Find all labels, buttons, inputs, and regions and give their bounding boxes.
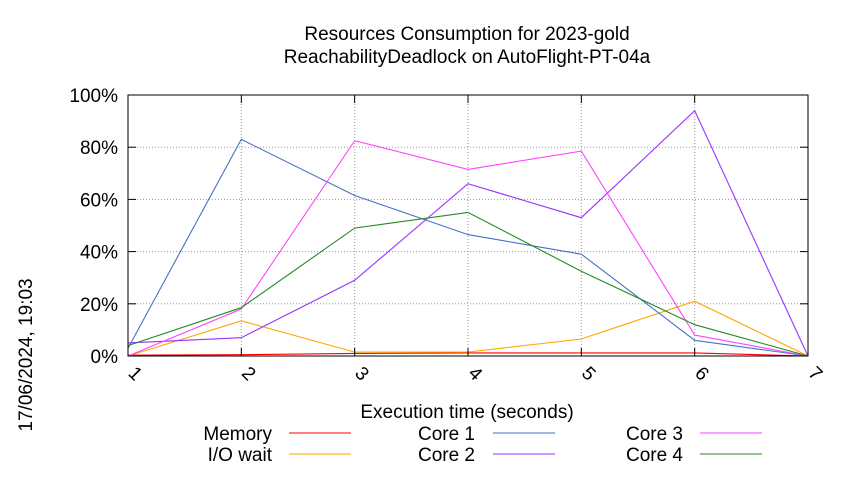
- legend-label: Core 4: [626, 445, 683, 466]
- x-axis-ticks: 1 2 3 4 5 6 7: [124, 95, 826, 386]
- series-line-core-2: [127, 109, 809, 357]
- legend-label: Core 1: [418, 424, 475, 445]
- x-axis-label: Execution time (seconds): [360, 402, 573, 423]
- chart-title-line: Resources Consumption for 2023-gold: [304, 24, 629, 45]
- legend-item-i-o-wait: I/O wait: [208, 445, 351, 466]
- legend-label: Memory: [203, 424, 272, 445]
- x-tick-label: 7: [804, 363, 826, 385]
- timestamp-label: 17/06/2024, 19:03: [16, 278, 37, 431]
- y-tick-label: 0%: [91, 347, 119, 368]
- legend-label: I/O wait: [208, 445, 273, 466]
- legend-label: Core 3: [626, 424, 683, 445]
- y-axis-ticks: 0% 20% 40% 60% 80% 100%: [69, 86, 808, 368]
- legend-item-core-3: Core 3: [626, 424, 762, 445]
- x-tick-label: 3: [350, 363, 372, 385]
- chart-title-line: ReachabilityDeadlock on AutoFlight-PT-04…: [284, 47, 651, 68]
- y-tick-label: 40%: [80, 243, 118, 264]
- grid: [128, 95, 808, 356]
- x-tick-label: 6: [690, 363, 712, 385]
- x-tick-label: 1: [124, 363, 146, 385]
- x-tick-label: 5: [577, 363, 599, 385]
- legend-item-core-4: Core 4: [626, 445, 762, 466]
- y-tick-label: 100%: [69, 86, 118, 107]
- x-tick-label: 2: [237, 363, 259, 385]
- legend-item-core-1: Core 1: [418, 424, 555, 445]
- legend-item-core-2: Core 2: [418, 445, 555, 466]
- y-tick-label: 60%: [80, 190, 118, 211]
- series-line-core-4: [127, 211, 809, 357]
- legend-item-memory: Memory: [203, 424, 351, 445]
- y-tick-label: 20%: [80, 295, 118, 316]
- x-tick-label: 4: [464, 363, 487, 386]
- chart-title: Resources Consumption for 2023-goldReach…: [284, 24, 651, 68]
- y-tick-label: 80%: [80, 138, 118, 159]
- series-line-core-1: [127, 138, 809, 357]
- legend-label: Core 2: [418, 445, 475, 466]
- series-line-core-3: [127, 140, 809, 357]
